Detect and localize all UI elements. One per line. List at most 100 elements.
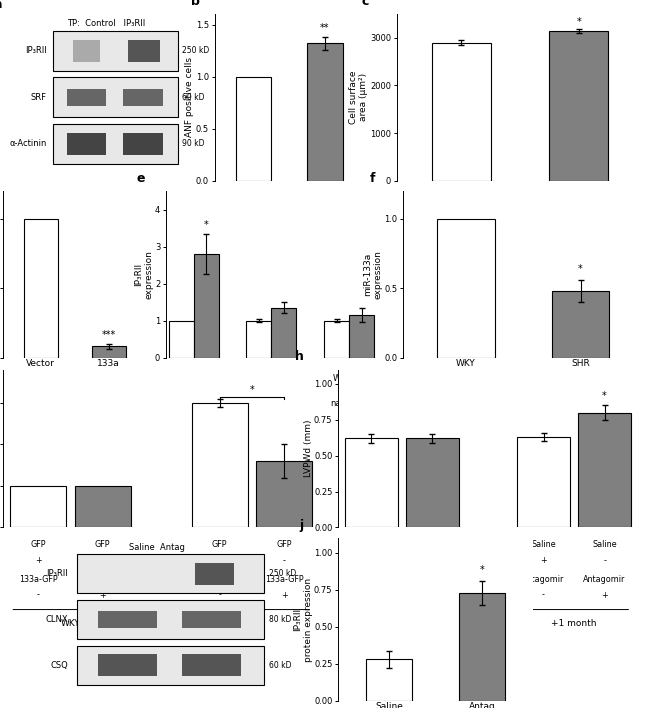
Bar <box>92 346 126 358</box>
Text: S: S <box>281 374 287 383</box>
Text: S: S <box>203 374 209 383</box>
Text: 80 kD: 80 kD <box>270 615 292 624</box>
Bar <box>98 611 157 628</box>
Text: -: - <box>252 257 255 266</box>
Text: -: - <box>577 217 580 226</box>
Bar <box>77 600 263 639</box>
Bar <box>272 307 296 358</box>
Bar <box>10 486 66 527</box>
Bar <box>123 88 162 106</box>
Text: +: + <box>322 257 328 266</box>
Text: GFP: GFP <box>95 540 110 549</box>
Text: Control TP: Control TP <box>304 197 345 206</box>
Bar <box>432 42 491 181</box>
Text: +: + <box>35 556 42 565</box>
Text: Control TP: Control TP <box>558 197 599 206</box>
Bar <box>307 43 343 181</box>
Text: Protein: Protein <box>179 399 209 408</box>
Bar <box>459 593 505 701</box>
Text: 133a-GFP: 133a-GFP <box>265 575 304 584</box>
Text: CLNX: CLNX <box>46 615 68 624</box>
Text: W: W <box>255 374 263 383</box>
Text: GFP: GFP <box>276 540 292 549</box>
Text: -: - <box>542 590 545 600</box>
Text: j: j <box>299 518 303 532</box>
Text: b: b <box>190 0 200 8</box>
Bar <box>256 461 312 527</box>
Text: S: S <box>359 374 365 383</box>
Bar <box>88 40 100 62</box>
Text: 133a-GFP: 133a-GFP <box>200 575 239 584</box>
Text: h: h <box>295 350 304 363</box>
Text: CSQ: CSQ <box>51 661 68 670</box>
Bar <box>236 76 272 181</box>
Bar <box>23 219 58 358</box>
Text: +: + <box>99 590 106 600</box>
Bar <box>195 563 216 585</box>
Bar <box>123 133 162 155</box>
Text: +: + <box>458 217 465 226</box>
Text: Saline: Saline <box>359 540 383 549</box>
Text: W: W <box>333 374 341 383</box>
Text: Antagomir: Antagomir <box>523 575 565 584</box>
Text: -: - <box>324 217 326 226</box>
Text: -: - <box>370 590 372 600</box>
Text: +: + <box>281 590 287 600</box>
Text: **: ** <box>320 23 330 33</box>
Text: -: - <box>101 556 104 565</box>
Bar <box>67 133 107 155</box>
Y-axis label: Cell surface
area (μm²): Cell surface area (μm²) <box>349 71 369 124</box>
Bar <box>182 654 241 676</box>
Bar <box>349 315 374 358</box>
Bar <box>552 291 609 358</box>
Text: Saline: Saline <box>531 540 556 549</box>
Bar <box>192 403 248 527</box>
Bar <box>77 554 263 593</box>
Bar <box>136 40 150 62</box>
Text: IP₃RII TP: IP₃RII TP <box>237 237 270 246</box>
Bar <box>406 438 459 527</box>
Text: IP₃RII TP: IP₃RII TP <box>445 237 477 246</box>
Text: *: * <box>250 384 254 394</box>
Bar <box>73 40 84 62</box>
Text: mRNA: mRNA <box>258 399 285 408</box>
Text: *: * <box>203 220 209 230</box>
Text: Saline  Antag: Saline Antag <box>129 543 185 552</box>
Text: α-Actinin: α-Actinin <box>10 139 47 149</box>
Text: SRF: SRF <box>31 93 47 102</box>
Text: Saline: Saline <box>420 540 445 549</box>
Text: GFP: GFP <box>212 540 227 549</box>
Text: +: + <box>540 556 547 565</box>
Text: *: * <box>578 264 583 274</box>
Text: f: f <box>369 171 375 185</box>
Text: IP₃RII TP: IP₃RII TP <box>563 237 595 246</box>
Text: c: c <box>362 0 369 8</box>
Text: +1 month: +1 month <box>551 619 597 628</box>
Text: Antagomir: Antagomir <box>584 575 626 584</box>
Text: IP₃RII: IP₃RII <box>25 46 47 55</box>
Bar <box>517 437 570 527</box>
Y-axis label: IP₃RII
expression: IP₃RII expression <box>134 250 153 299</box>
Text: 90 kD: 90 kD <box>182 139 204 149</box>
Text: *: * <box>577 17 581 27</box>
Text: 60 kD: 60 kD <box>182 93 204 102</box>
Text: Antagomir: Antagomir <box>411 575 454 584</box>
Bar <box>146 40 160 62</box>
Text: IP₃RII TP: IP₃RII TP <box>309 237 341 246</box>
Text: -: - <box>431 556 434 565</box>
Text: Saline: Saline <box>592 540 617 549</box>
Y-axis label: miR-133a
expression: miR-133a expression <box>363 250 383 299</box>
Text: 250 kD: 250 kD <box>270 569 296 578</box>
Text: IP₃RII: IP₃RII <box>47 569 68 578</box>
Bar <box>344 438 398 527</box>
Text: nascRNA: nascRNA <box>330 399 368 408</box>
Text: 250 kD: 250 kD <box>182 46 209 55</box>
Bar <box>182 611 241 628</box>
Text: -: - <box>218 590 221 600</box>
Bar <box>437 219 495 358</box>
Y-axis label: LVPWd (mm): LVPWd (mm) <box>304 420 313 477</box>
Text: WKY: WKY <box>60 619 81 628</box>
Text: -: - <box>283 556 285 565</box>
Text: 133a-GFP: 133a-GFP <box>83 575 122 584</box>
Text: -: - <box>603 556 606 565</box>
